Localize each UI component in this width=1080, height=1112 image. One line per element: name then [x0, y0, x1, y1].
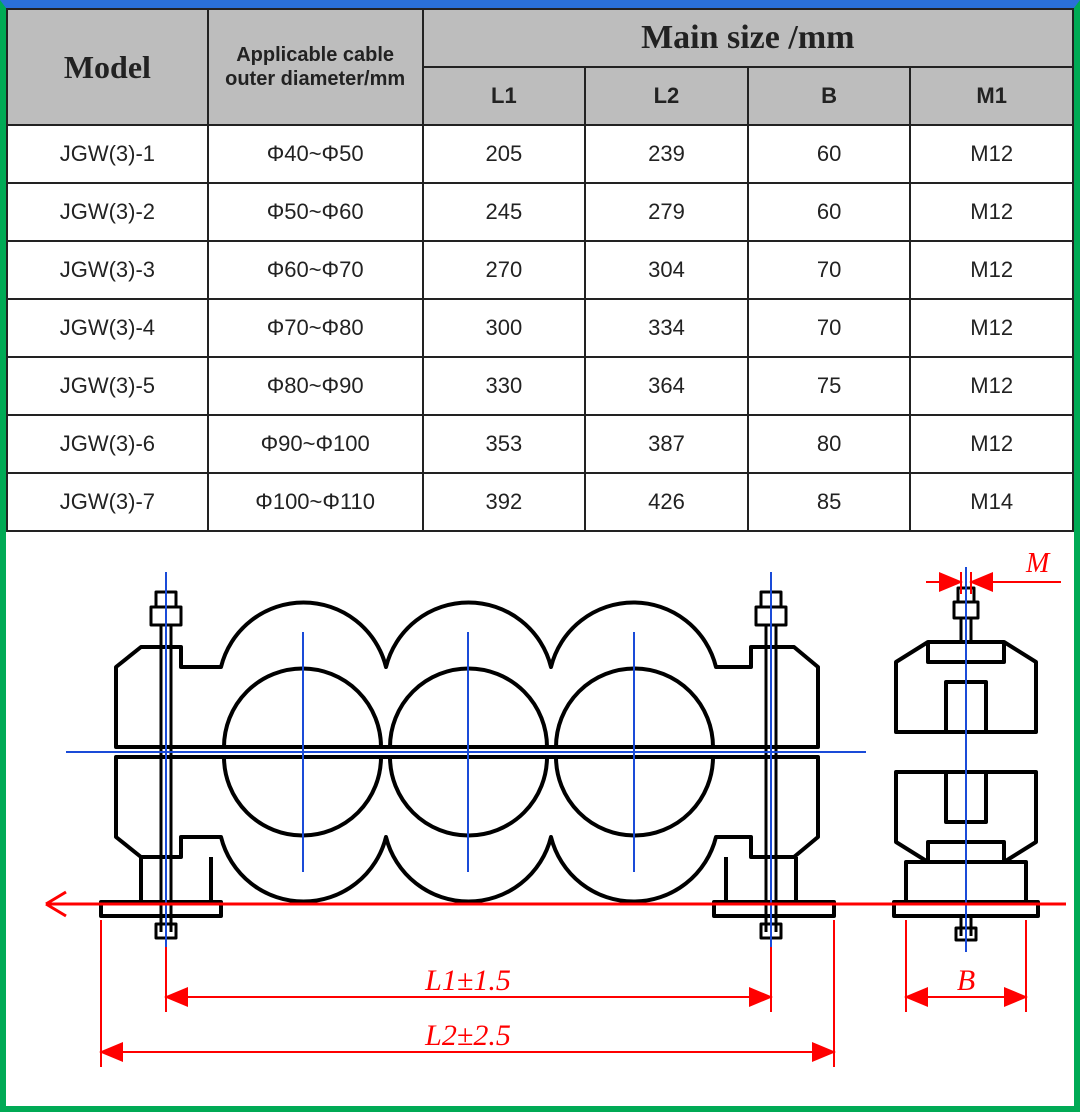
cell-L1: 392 — [423, 473, 586, 531]
cell-model: JGW(3)-7 — [7, 473, 208, 531]
cell-B: 70 — [748, 241, 911, 299]
th-B: B — [748, 67, 911, 125]
cell-model: JGW(3)-1 — [7, 125, 208, 183]
cell-L1: 353 — [423, 415, 586, 473]
th-model: Model — [7, 9, 208, 125]
cell-diam: Φ60~Φ70 — [208, 241, 423, 299]
cell-diam: Φ100~Φ110 — [208, 473, 423, 531]
cell-M1: M12 — [910, 357, 1073, 415]
cell-B: 85 — [748, 473, 911, 531]
cell-L1: 300 — [423, 299, 586, 357]
cell-B: 60 — [748, 125, 911, 183]
cell-L2: 279 — [585, 183, 748, 241]
table-row: JGW(3)-2Φ50~Φ6024527960M12 — [7, 183, 1073, 241]
cell-L1: 245 — [423, 183, 586, 241]
cell-L2: 304 — [585, 241, 748, 299]
table-row: JGW(3)-1Φ40~Φ5020523960M12 — [7, 125, 1073, 183]
front-centerlines — [66, 572, 866, 952]
cell-L2: 364 — [585, 357, 748, 415]
cell-L2: 334 — [585, 299, 748, 357]
th-L1: L1 — [423, 67, 586, 125]
cell-M1: M12 — [910, 241, 1073, 299]
th-main-size: Main size /mm — [423, 9, 1073, 67]
label-M: M — [1025, 548, 1051, 579]
cell-diam: Φ80~Φ90 — [208, 357, 423, 415]
spec-table-body: JGW(3)-1Φ40~Φ5020523960M12JGW(3)-2Φ50~Φ6… — [7, 125, 1073, 531]
th-M1: M1 — [910, 67, 1073, 125]
table-row: JGW(3)-4Φ70~Φ8030033470M12 — [7, 299, 1073, 357]
cell-L1: 205 — [423, 125, 586, 183]
spec-table: Model Applicable cable outer diameter/mm… — [6, 8, 1074, 532]
cell-M1: M12 — [910, 183, 1073, 241]
cell-model: JGW(3)-2 — [7, 183, 208, 241]
cell-diam: Φ70~Φ80 — [208, 299, 423, 357]
inner-content: Model Applicable cable outer diameter/mm… — [6, 8, 1074, 1106]
cell-M1: M12 — [910, 125, 1073, 183]
label-L1: L1±1.5 — [424, 964, 511, 997]
cell-B: 80 — [748, 415, 911, 473]
cell-diam: Φ50~Φ60 — [208, 183, 423, 241]
cell-M1: M14 — [910, 473, 1073, 531]
outer-frame: Model Applicable cable outer diameter/mm… — [0, 0, 1080, 1112]
cell-L2: 426 — [585, 473, 748, 531]
table-row: JGW(3)-5Φ80~Φ9033036475M12 — [7, 357, 1073, 415]
cell-model: JGW(3)-6 — [7, 415, 208, 473]
cell-B: 60 — [748, 183, 911, 241]
table-row: JGW(3)-6Φ90~Φ10035338780M12 — [7, 415, 1073, 473]
cell-M1: M12 — [910, 415, 1073, 473]
cell-L1: 330 — [423, 357, 586, 415]
cell-L2: 239 — [585, 125, 748, 183]
cell-model: JGW(3)-4 — [7, 299, 208, 357]
cell-model: JGW(3)-3 — [7, 241, 208, 299]
cell-diam: Φ90~Φ100 — [208, 415, 423, 473]
cell-model: JGW(3)-5 — [7, 357, 208, 415]
cell-B: 75 — [748, 357, 911, 415]
label-B: B — [957, 964, 975, 997]
table-row: JGW(3)-7Φ100~Φ11039242685M14 — [7, 473, 1073, 531]
label-L2: L2±2.5 — [424, 1019, 511, 1052]
cell-L1: 270 — [423, 241, 586, 299]
engineering-diagram: L1±1.5 L2±2.5 — [6, 532, 1074, 1092]
cell-L2: 387 — [585, 415, 748, 473]
th-L2: L2 — [585, 67, 748, 125]
table-row: JGW(3)-3Φ60~Φ7027030470M12 — [7, 241, 1073, 299]
cell-B: 70 — [748, 299, 911, 357]
cell-M1: M12 — [910, 299, 1073, 357]
cell-diam: Φ40~Φ50 — [208, 125, 423, 183]
th-applicable: Applicable cable outer diameter/mm — [208, 9, 423, 125]
